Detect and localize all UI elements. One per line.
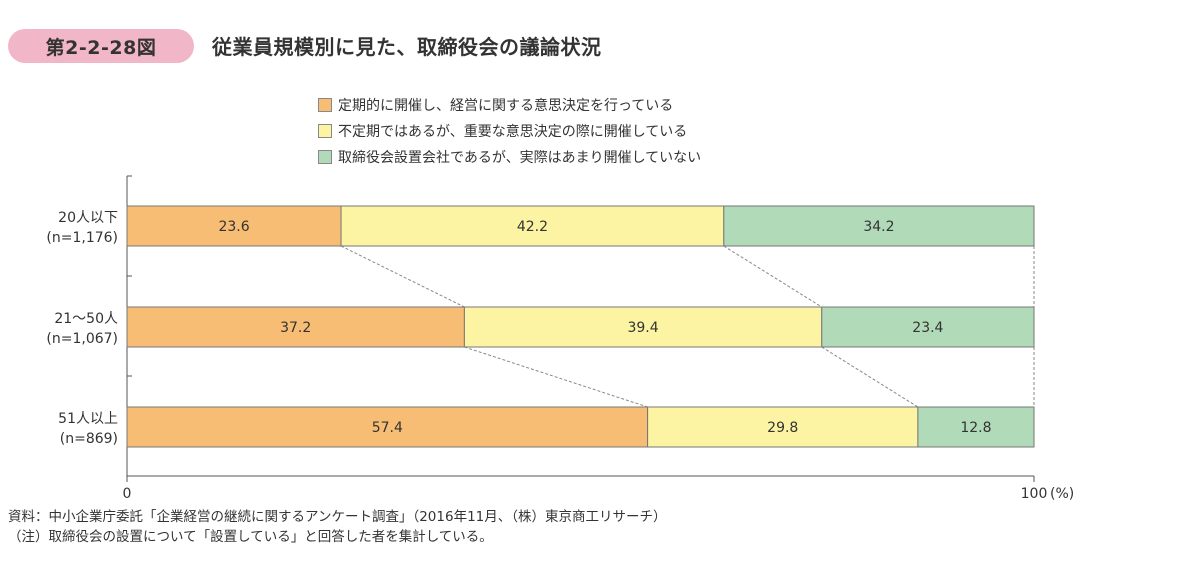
chart-source-notes: 資料：中小企業庁委託「企業経営の継続に関するアンケート調査」（2016年11月、… [8,507,667,547]
data-label: 23.4 [912,320,943,336]
legend-swatch-regular [318,98,332,112]
legend-item-regular: 定期的に開催し、経営に関する意思決定を行っている [318,92,701,118]
bar-segment [821,306,1035,348]
bar-segment [126,406,649,448]
data-label: 23.6 [218,219,249,235]
connector-line [723,245,823,308]
category-sample-size: (n=1,176) [46,230,118,246]
legend-swatch-rarely [318,150,332,164]
x-axis-unit: (%) [1050,486,1074,502]
legend-label-irregular: 不定期ではあるが、重要な意思決定の際に開催している [338,124,688,140]
source-text: 資料：中小企業庁委託「企業経営の継続に関するアンケート調査」（2016年11月、… [8,509,667,525]
category-sample-size: (n=1,067) [46,331,118,347]
figure-number: 第2-2-28図 [45,36,157,59]
legend-label-rarely: 取締役会設置会社であるが、実際はあまり開催していない [338,150,702,166]
note-text: （注）取締役会の設置について「設置している」と回答した者を集計している。 [8,529,493,545]
connector-line [464,346,648,408]
figure-number-badge: 第2-2-28図 [8,29,194,63]
legend-item-rarely: 取締役会設置会社であるが、実際はあまり開催していない [318,144,701,170]
bar-segment [647,406,919,448]
category-sample-size: (n=869) [60,431,118,447]
bar-segment [463,306,823,348]
legend-label-regular: 定期的に開催し、経営に関する意思決定を行っている [338,98,674,114]
data-label: 57.4 [372,420,403,436]
chart-legend: 定期的に開催し、経営に関する意思決定を行っている 不定期ではあるが、重要な意思決… [318,92,701,170]
bar-segment [126,306,465,348]
x-tick-label: 100 [1021,486,1048,502]
category-label: 20人以下 [58,210,118,226]
data-label: 42.2 [517,219,548,235]
data-label: 12.8 [960,420,991,436]
legend-item-irregular: 不定期ではあるが、重要な意思決定の際に開催している [318,118,701,144]
data-label: 34.2 [863,219,894,235]
data-label: 39.4 [627,320,658,336]
bar-segment [723,205,1035,247]
connector-line [340,245,465,308]
figure-title: 従業員規模別に見た、取締役会の議論状況 [212,35,602,59]
category-label: 21～50人 [54,311,118,327]
connector-line [821,346,919,408]
bar-segment [126,205,342,247]
data-label: 29.8 [767,420,798,436]
data-label: 37.2 [280,320,311,336]
bar-segment [917,406,1035,448]
x-tick-label: 0 [123,486,132,502]
category-label: 51人以上 [58,411,118,427]
bar-segment [340,205,725,247]
legend-swatch-irregular [318,124,332,138]
